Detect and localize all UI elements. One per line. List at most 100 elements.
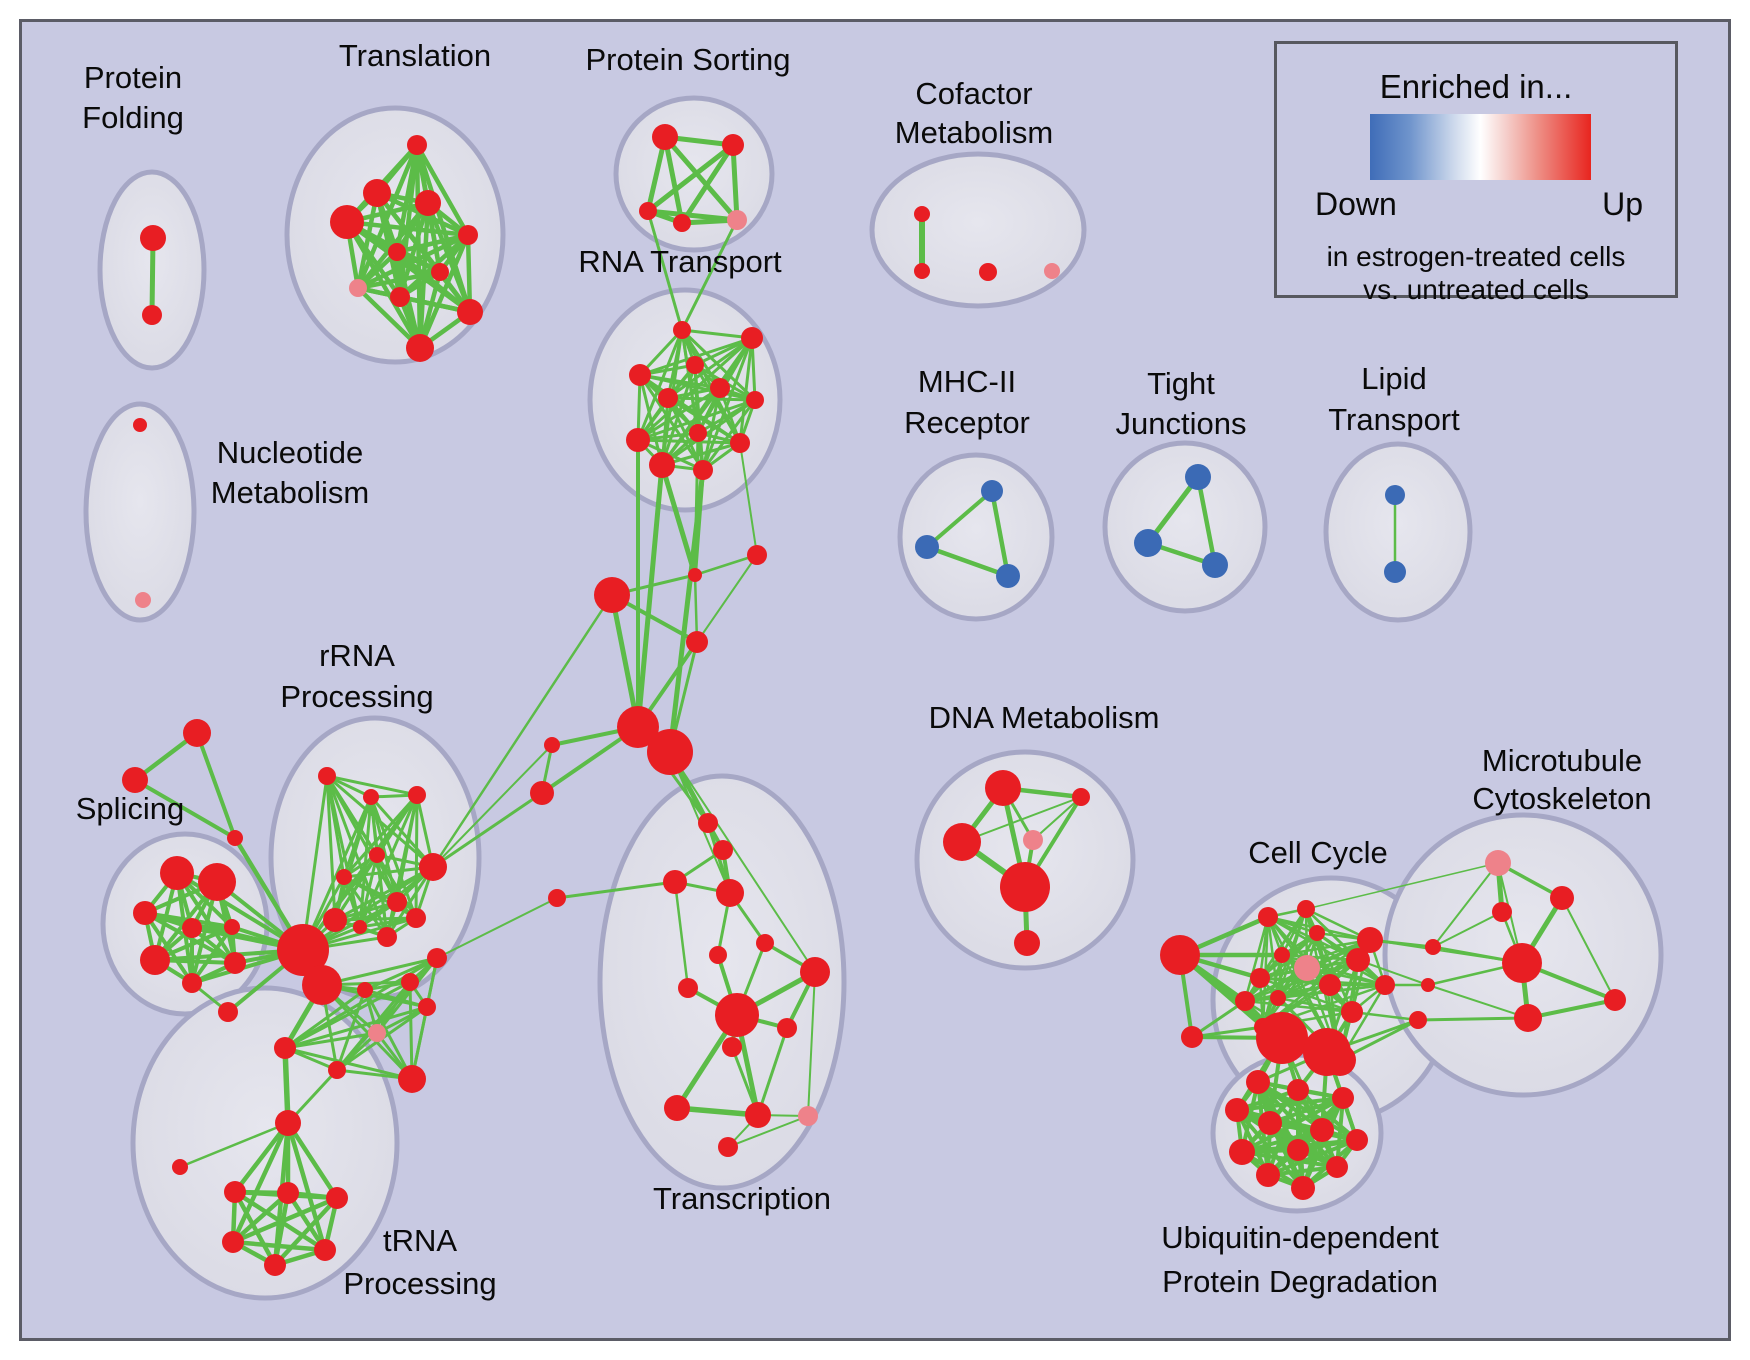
gene-set-node[interactable] [1274, 947, 1290, 963]
gene-set-node[interactable] [1000, 862, 1050, 912]
gene-set-node[interactable] [617, 706, 659, 748]
gene-set-node[interactable] [133, 418, 147, 432]
gene-set-node[interactable] [914, 206, 930, 222]
gene-set-node[interactable] [182, 918, 202, 938]
gene-set-node[interactable] [915, 535, 939, 559]
gene-set-node[interactable] [1256, 1163, 1280, 1187]
gene-set-node[interactable] [1385, 485, 1405, 505]
gene-set-node[interactable] [1485, 850, 1511, 876]
gene-set-node[interactable] [1309, 925, 1325, 941]
gene-set-node[interactable] [1291, 1176, 1315, 1200]
gene-set-node[interactable] [1014, 930, 1040, 956]
gene-set-node[interactable] [133, 901, 157, 925]
gene-set-node[interactable] [227, 830, 243, 846]
gene-set-node[interactable] [318, 767, 336, 785]
gene-set-node[interactable] [686, 356, 704, 374]
gene-set-node[interactable] [323, 908, 347, 932]
gene-set-node[interactable] [673, 214, 691, 232]
gene-set-node[interactable] [160, 856, 194, 890]
gene-set-node[interactable] [140, 945, 170, 975]
gene-set-node[interactable] [1229, 1139, 1255, 1165]
gene-set-node[interactable] [718, 1137, 738, 1157]
gene-set-node[interactable] [277, 924, 329, 976]
gene-set-node[interactable] [1421, 978, 1435, 992]
gene-set-node[interactable] [727, 210, 747, 230]
gene-set-node[interactable] [548, 889, 566, 907]
gene-set-node[interactable] [649, 452, 675, 478]
gene-set-node[interactable] [594, 577, 630, 613]
gene-set-node[interactable] [1225, 1098, 1249, 1122]
gene-set-node[interactable] [275, 1110, 301, 1136]
gene-set-node[interactable] [1514, 1004, 1542, 1032]
gene-set-node[interactable] [722, 1037, 742, 1057]
gene-set-node[interactable] [427, 948, 447, 968]
gene-set-node[interactable] [224, 919, 240, 935]
gene-set-node[interactable] [1409, 1011, 1427, 1029]
gene-set-node[interactable] [658, 388, 678, 408]
gene-set-node[interactable] [328, 1061, 346, 1079]
gene-set-node[interactable] [142, 305, 162, 325]
gene-set-node[interactable] [1375, 975, 1395, 995]
gene-set-node[interactable] [1072, 788, 1090, 806]
gene-set-node[interactable] [1492, 902, 1512, 922]
gene-set-node[interactable] [1044, 263, 1060, 279]
gene-set-node[interactable] [418, 998, 436, 1016]
gene-set-node[interactable] [182, 973, 202, 993]
gene-set-node[interactable] [406, 334, 434, 362]
gene-set-node[interactable] [140, 225, 166, 251]
gene-set-node[interactable] [981, 480, 1003, 502]
gene-set-node[interactable] [1297, 900, 1315, 918]
gene-set-node[interactable] [390, 287, 410, 307]
gene-set-node[interactable] [686, 631, 708, 653]
gene-set-node[interactable] [1134, 529, 1162, 557]
gene-set-node[interactable] [1250, 968, 1270, 988]
gene-set-node[interactable] [1287, 1139, 1309, 1161]
gene-set-node[interactable] [330, 205, 364, 239]
gene-set-node[interactable] [357, 982, 373, 998]
gene-set-node[interactable] [1287, 1079, 1309, 1101]
gene-set-node[interactable] [363, 179, 391, 207]
gene-set-node[interactable] [629, 364, 651, 386]
gene-set-node[interactable] [1502, 943, 1542, 983]
gene-set-node[interactable] [777, 1018, 797, 1038]
gene-set-node[interactable] [457, 299, 483, 325]
gene-set-node[interactable] [363, 789, 379, 805]
gene-set-node[interactable] [713, 840, 733, 860]
gene-set-node[interactable] [693, 460, 713, 480]
gene-set-node[interactable] [419, 853, 447, 881]
gene-set-node[interactable] [1185, 464, 1211, 490]
gene-set-node[interactable] [408, 786, 426, 804]
gene-set-node[interactable] [431, 263, 449, 281]
gene-set-node[interactable] [800, 957, 830, 987]
gene-set-node[interactable] [353, 920, 367, 934]
gene-set-node[interactable] [1310, 1118, 1334, 1142]
gene-set-node[interactable] [985, 770, 1021, 806]
gene-set-node[interactable] [1384, 561, 1406, 583]
gene-set-node[interactable] [664, 1095, 690, 1121]
gene-set-node[interactable] [943, 823, 981, 861]
gene-set-node[interactable] [1023, 830, 1043, 850]
gene-set-node[interactable] [122, 767, 148, 793]
gene-set-node[interactable] [415, 190, 441, 216]
gene-set-node[interactable] [183, 719, 211, 747]
gene-set-node[interactable] [302, 965, 342, 1005]
gene-set-node[interactable] [663, 870, 687, 894]
gene-set-node[interactable] [798, 1106, 818, 1126]
gene-set-node[interactable] [224, 952, 246, 974]
gene-set-node[interactable] [224, 1181, 246, 1203]
gene-set-node[interactable] [1341, 1001, 1363, 1023]
gene-set-node[interactable] [326, 1187, 348, 1209]
gene-set-node[interactable] [388, 243, 406, 261]
gene-set-node[interactable] [678, 978, 698, 998]
gene-set-node[interactable] [722, 134, 744, 156]
gene-set-node[interactable] [710, 378, 730, 398]
gene-set-node[interactable] [218, 1002, 238, 1022]
gene-set-node[interactable] [715, 993, 759, 1037]
gene-set-node[interactable] [406, 908, 426, 928]
gene-set-node[interactable] [530, 781, 554, 805]
gene-set-node[interactable] [1303, 1028, 1351, 1076]
gene-set-node[interactable] [639, 202, 657, 220]
gene-set-node[interactable] [369, 847, 385, 863]
gene-set-node[interactable] [264, 1254, 286, 1276]
gene-set-node[interactable] [1346, 948, 1370, 972]
